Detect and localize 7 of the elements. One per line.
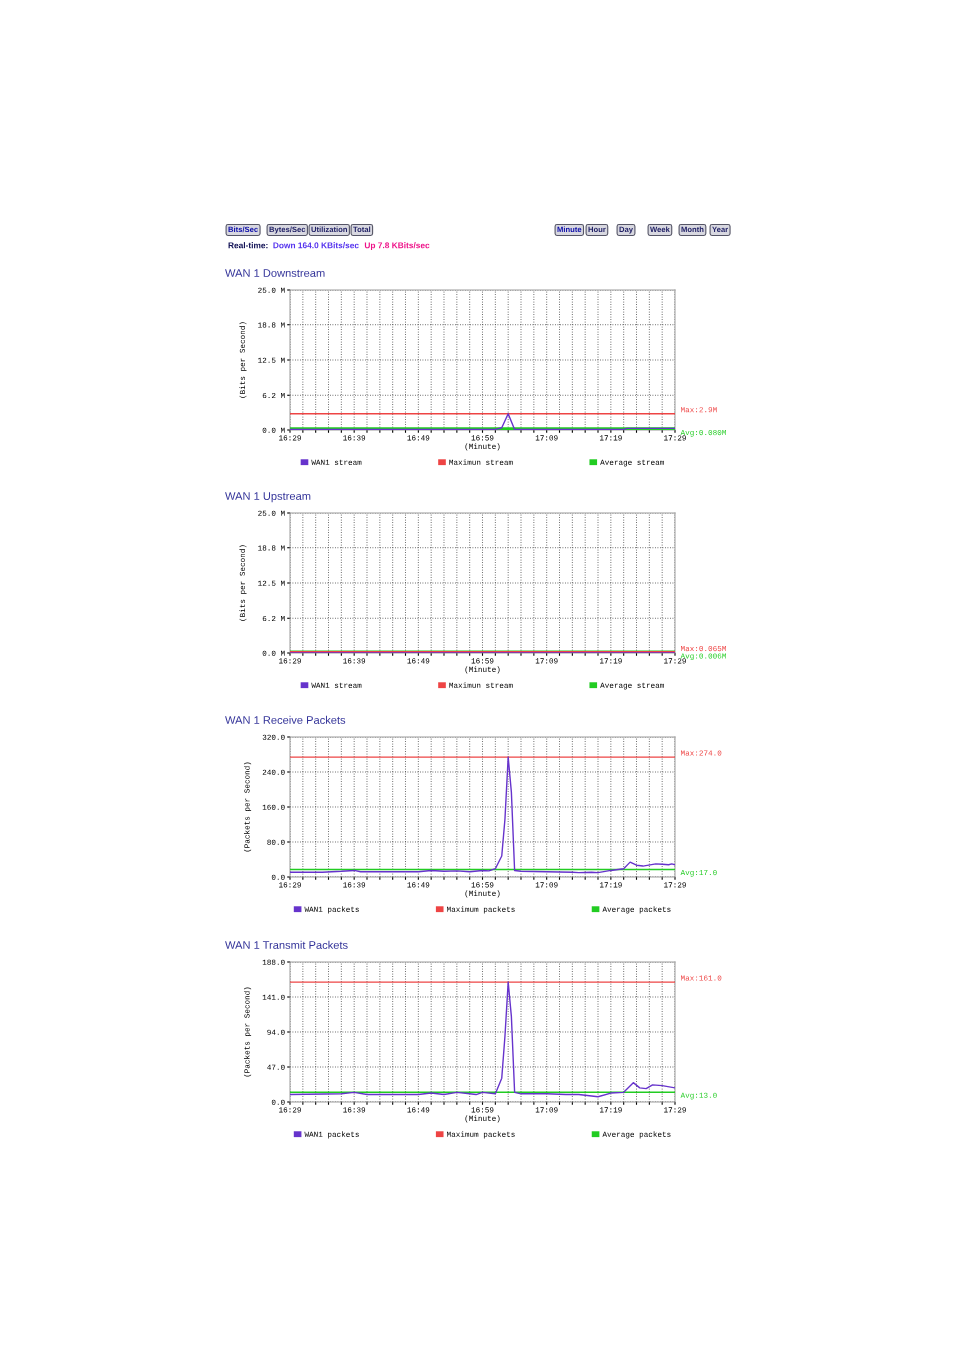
text: Real-time: xyxy=(228,242,268,249)
chart-title: WAN 1 Receive Packets xyxy=(225,715,346,724)
chart-title: WAN 1 Upstream xyxy=(225,492,311,503)
chart-title: WAN 1 Downstream xyxy=(225,269,325,277)
text: Down 164.0 KBits/sec xyxy=(273,242,359,249)
text: Up 7.8 KBits/sec xyxy=(364,242,430,250)
chart-title: WAN 1 Transmit Packets xyxy=(225,940,348,949)
